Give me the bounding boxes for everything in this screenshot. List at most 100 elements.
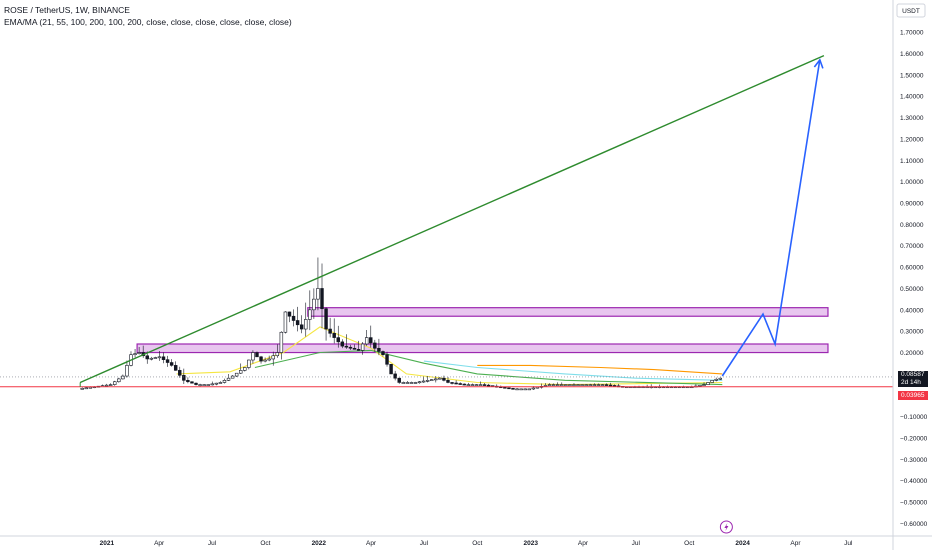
- candle-body: [519, 388, 523, 391]
- candle: [214, 382, 219, 386]
- candle: [409, 381, 414, 384]
- candle-body: [507, 387, 511, 390]
- y-tick-label: 1.00000: [900, 179, 924, 186]
- candle-body: [283, 311, 288, 333]
- candle-body: [454, 382, 458, 385]
- candle-body: [360, 343, 365, 351]
- candle-body: [511, 388, 515, 390]
- candle-body: [157, 356, 162, 359]
- support-price-value: 0.03965: [901, 391, 925, 399]
- candle-body: [104, 384, 109, 387]
- candle-body: [202, 384, 206, 386]
- candle-body: [612, 385, 617, 387]
- candle: [446, 376, 450, 384]
- candle-body: [304, 319, 308, 330]
- candle: [295, 306, 300, 332]
- candle: [352, 344, 357, 350]
- candle: [312, 288, 316, 319]
- x-tick-label: Jul: [420, 540, 429, 547]
- candle-body: [442, 377, 446, 381]
- y-tick-label: 1.50000: [900, 72, 924, 79]
- candle-body: [255, 352, 259, 358]
- candle-body: [312, 298, 316, 311]
- candle-body: [206, 384, 210, 386]
- candle-body: [466, 384, 471, 386]
- y-tick-label: −0.60000: [900, 521, 928, 528]
- projection-path: [721, 59, 821, 377]
- currency-box: [896, 3, 926, 18]
- candle: [604, 383, 609, 386]
- candle: [161, 352, 166, 364]
- candle-body: [401, 382, 406, 384]
- candle-body: [551, 384, 556, 386]
- symbol-title[interactable]: ROSE / TetherUS, 1W, BINANCE: [4, 5, 130, 15]
- candle: [165, 355, 170, 367]
- candle-body: [84, 387, 89, 390]
- x-tick-label: Apr: [790, 540, 801, 547]
- candle: [710, 380, 714, 383]
- last-price-value: 0.08587: [901, 370, 925, 378]
- candle-body: [527, 388, 531, 391]
- candle-body: [352, 347, 357, 350]
- candle-body: [596, 384, 601, 386]
- candle: [117, 377, 121, 383]
- candle: [173, 361, 178, 371]
- candle-body: [121, 375, 125, 380]
- candle: [243, 367, 247, 372]
- candle-body: [238, 370, 243, 374]
- candle: [454, 380, 458, 385]
- candle-body: [600, 384, 605, 386]
- resistance-zone: [136, 343, 829, 354]
- candle-body: [214, 382, 219, 385]
- lightning-glyph: [724, 523, 729, 531]
- candle: [263, 357, 267, 363]
- candle: [153, 356, 158, 359]
- candle: [706, 382, 710, 385]
- candle-body: [328, 328, 332, 334]
- y-tick-label: 0.80000: [900, 222, 924, 229]
- x-tick-label: Oct: [472, 540, 482, 547]
- candle: [478, 381, 483, 386]
- candle: [600, 383, 605, 386]
- candle-body: [198, 384, 202, 386]
- candle-body: [336, 337, 340, 343]
- candle: [596, 383, 601, 386]
- candle: [580, 384, 584, 386]
- y-tick-label: 0.90000: [900, 201, 924, 208]
- candle: [178, 366, 182, 378]
- candle-body: [446, 380, 450, 383]
- candle-body: [393, 373, 397, 379]
- candle-body: [113, 381, 117, 385]
- drawing-layer: [0, 54, 893, 388]
- indicator-label[interactable]: EMA/MA (21, 55, 100, 200, 100, 200, clos…: [4, 17, 292, 27]
- candle-body: [572, 384, 576, 386]
- candle: [108, 383, 113, 386]
- candle-body: [210, 383, 214, 386]
- candle-body: [714, 378, 718, 381]
- candle: [389, 363, 393, 375]
- candle-body: [417, 381, 422, 384]
- x-tick-label: Apr: [366, 540, 377, 547]
- currency-label: USDT: [902, 8, 920, 15]
- candle: [279, 331, 284, 360]
- candle: [486, 383, 491, 387]
- candle-body: [287, 311, 292, 317]
- ascending-trendline: [79, 54, 825, 384]
- candle: [377, 338, 381, 356]
- candle: [393, 370, 397, 381]
- candle: [336, 325, 340, 348]
- candle-body: [259, 356, 263, 362]
- candle-body: [474, 384, 479, 386]
- candle: [714, 377, 718, 382]
- y-tick-label: −0.10000: [900, 414, 928, 421]
- x-tick-label: Jul: [632, 540, 641, 547]
- candle: [255, 351, 259, 358]
- candle: [364, 329, 369, 346]
- candle: [511, 387, 515, 390]
- candle-body: [145, 355, 149, 360]
- candle-body: [438, 377, 442, 380]
- candle: [157, 350, 162, 361]
- candle: [251, 350, 255, 364]
